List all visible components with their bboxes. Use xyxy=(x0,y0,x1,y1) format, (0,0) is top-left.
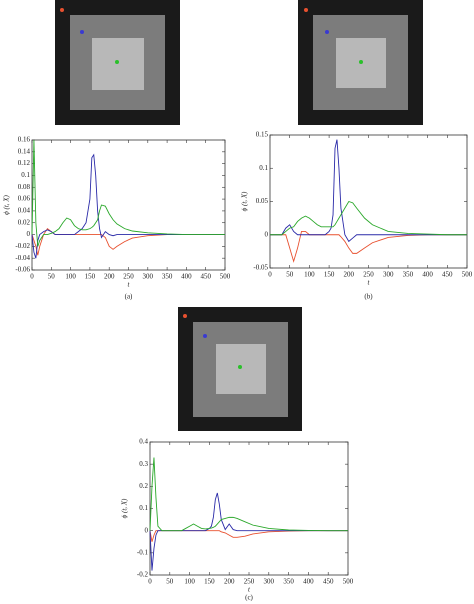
x-tick-label: 450 xyxy=(200,273,211,281)
y-tick-label: 0 xyxy=(265,230,269,238)
x-tick-label: 350 xyxy=(162,273,173,281)
x-tick-label: 150 xyxy=(204,578,215,586)
x-tick-label: 0 xyxy=(30,273,34,281)
x-axis-label: t xyxy=(368,279,371,287)
x-tick-label: 100 xyxy=(304,271,315,279)
y-tick-label: 0.2 xyxy=(139,482,148,490)
x-tick-label: 250 xyxy=(123,273,134,281)
x-tick-label: 250 xyxy=(244,578,255,586)
plot-frame xyxy=(269,134,468,269)
y-tick-label: -0.05 xyxy=(253,264,268,272)
x-tick-label: 400 xyxy=(181,273,192,281)
x-tick-label: 400 xyxy=(303,578,314,586)
series-line xyxy=(31,227,225,256)
chart: -0.06 -0.04 -0.02 0 0.02 0.04 0.06 0.08 0.1 0.12 0… xyxy=(3,136,231,301)
x-tick-label: 50 xyxy=(48,273,56,281)
y-tick-label: 0.12 xyxy=(18,159,31,167)
x-tick-label: 150 xyxy=(324,271,335,279)
series-line xyxy=(270,200,467,236)
series-line xyxy=(149,530,348,542)
y-tick-label: 0.1 xyxy=(139,504,148,512)
x-tick-label: 300 xyxy=(264,578,275,586)
x-tick-label: 500 xyxy=(462,271,473,279)
x-tick-label: 300 xyxy=(143,273,154,281)
y-tick-label: 0.16 xyxy=(18,136,31,144)
x-tick-label: 50 xyxy=(286,271,294,279)
y-tick-label: 0.06 xyxy=(18,195,31,203)
chart: -0.2 -0.1 0 0.1 0.2 0.3 0.4 0 50 100 150 200 250 300 3… xyxy=(121,438,354,602)
y-axis-label: ϕ (t, X) xyxy=(241,191,249,211)
y-tick-label: 0.1 xyxy=(21,171,30,179)
y-axis-label: ϕ (t, X) xyxy=(3,194,11,214)
y-axis-label: ϕ (t, X) xyxy=(121,498,129,518)
x-axis-label: t xyxy=(128,281,131,289)
y-tick-label: 0.1 xyxy=(259,164,268,172)
y-tick-label: 0.15 xyxy=(256,131,269,139)
x-tick-label: 50 xyxy=(166,578,174,586)
y-tick-label: 0.08 xyxy=(18,183,31,191)
y-tick-label: -0.1 xyxy=(137,548,149,556)
y-tick-label: 0 xyxy=(145,526,149,534)
x-tick-label: 0 xyxy=(148,578,152,586)
y-tick-label: 0.05 xyxy=(256,197,269,205)
caption: (a) xyxy=(125,293,133,301)
y-tick-label: -0.04 xyxy=(15,254,30,262)
y-tick-label: 0.3 xyxy=(139,460,148,468)
image-b xyxy=(298,0,423,125)
x-tick-label: 450 xyxy=(442,271,453,279)
x-tick-label: 300 xyxy=(383,271,394,279)
x-tick-label: 200 xyxy=(224,578,235,586)
image-c xyxy=(178,307,302,431)
y-tick-label: 0.14 xyxy=(18,147,31,155)
image-a xyxy=(55,0,180,125)
x-tick-label: 450 xyxy=(323,578,334,586)
y-tick-label: 0.04 xyxy=(18,207,31,215)
y-tick-label: -0.06 xyxy=(15,266,30,274)
x-tick-label: 0 xyxy=(268,271,272,279)
y-tick-label: -0.02 xyxy=(15,242,30,250)
x-tick-label: 200 xyxy=(104,273,115,281)
x-tick-label: 350 xyxy=(283,578,294,586)
x-tick-label: 400 xyxy=(422,271,433,279)
caption: (b) xyxy=(364,293,373,301)
x-axis-label: t xyxy=(248,586,251,594)
series-line xyxy=(270,139,467,243)
y-tick-label: 0.02 xyxy=(18,218,31,226)
x-tick-label: 100 xyxy=(65,273,76,281)
series-line xyxy=(31,153,225,259)
caption: (c) xyxy=(245,594,253,602)
x-tick-label: 100 xyxy=(184,578,195,586)
plot-frame xyxy=(31,139,226,271)
plot-frame xyxy=(149,441,349,576)
x-tick-label: 250 xyxy=(363,271,374,279)
y-tick-label: 0.4 xyxy=(139,438,148,446)
x-tick-label: 200 xyxy=(344,271,355,279)
x-tick-label: 150 xyxy=(85,273,96,281)
y-tick-label: -0.2 xyxy=(137,571,149,579)
x-tick-label: 500 xyxy=(343,578,354,586)
series-line xyxy=(270,230,467,263)
series-line xyxy=(149,457,348,532)
x-tick-label: 500 xyxy=(220,273,231,281)
x-tick-label: 350 xyxy=(403,271,414,279)
series-line xyxy=(31,139,225,247)
y-tick-label: 0 xyxy=(27,230,31,238)
series-line xyxy=(149,492,348,571)
